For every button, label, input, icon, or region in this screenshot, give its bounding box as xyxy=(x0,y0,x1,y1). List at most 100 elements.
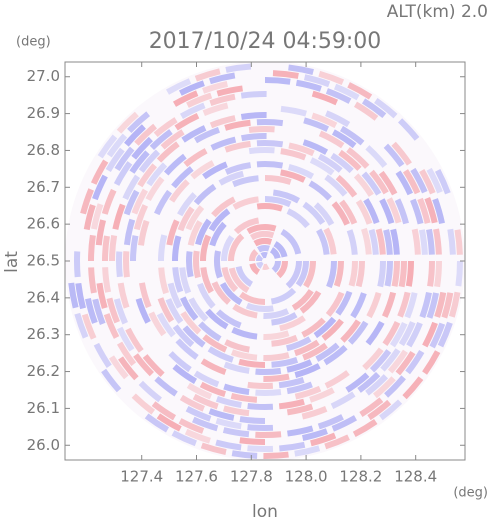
radar-echo xyxy=(223,383,250,396)
radar-echo xyxy=(278,398,305,410)
radar-echo xyxy=(138,149,161,173)
radar-echo xyxy=(88,267,97,294)
radar-echo xyxy=(333,83,360,101)
radar-echo xyxy=(264,196,292,208)
radar-echo xyxy=(318,70,345,85)
y-unit: (deg) xyxy=(16,35,51,50)
radar-echo xyxy=(256,254,264,262)
radar-echo xyxy=(172,266,184,293)
x-unit: (deg) xyxy=(453,486,488,501)
radar-echo xyxy=(352,419,378,438)
radar-echo xyxy=(270,287,297,305)
radar-echo xyxy=(353,173,374,197)
radar-echo xyxy=(239,437,266,445)
radar-echo xyxy=(149,129,173,151)
radar-echo xyxy=(101,368,122,393)
radar-echo xyxy=(249,262,261,275)
y-tick-label: 26.3 xyxy=(27,325,60,343)
radar-echo xyxy=(379,399,403,421)
radar-echo xyxy=(347,320,369,345)
radar-echo xyxy=(95,219,107,246)
radar-echo xyxy=(295,260,309,287)
radar-echo xyxy=(181,125,207,143)
radar-echo xyxy=(255,367,282,375)
radar-echo xyxy=(224,119,251,131)
radar-echo xyxy=(316,228,330,255)
radar-echo xyxy=(426,228,435,255)
radar-echo xyxy=(426,292,439,319)
radar-echo xyxy=(402,376,424,400)
radar-echo xyxy=(232,303,258,319)
radar-echo xyxy=(134,123,157,146)
radar-echo xyxy=(202,161,228,180)
radar-echo xyxy=(74,251,81,278)
radar-echo xyxy=(228,233,245,262)
radar-echo xyxy=(384,260,393,287)
radar-echo xyxy=(186,382,213,400)
radar-echo xyxy=(240,91,267,99)
radar-echo xyxy=(97,134,118,159)
radar-echo xyxy=(441,292,454,319)
radar-echo xyxy=(391,141,412,166)
radar-echo xyxy=(167,282,183,309)
radar-echo xyxy=(240,112,267,120)
radar-echo xyxy=(302,139,329,155)
radar-echo xyxy=(279,441,306,452)
radar-echo xyxy=(148,311,167,337)
radar-echo xyxy=(317,153,343,173)
radar-echo xyxy=(367,399,392,421)
radar-echo xyxy=(285,336,312,352)
radar-echo xyxy=(324,370,350,389)
radar-echo xyxy=(381,291,397,318)
radar-echo xyxy=(178,418,205,434)
radar-echo xyxy=(301,428,328,441)
radar-echo xyxy=(192,416,219,432)
radar-echo xyxy=(144,413,170,433)
radar-echo xyxy=(122,174,141,201)
radar-echo xyxy=(377,260,386,288)
radar-echo xyxy=(230,349,258,361)
radar-echo xyxy=(248,126,275,133)
radar-echo xyxy=(380,348,401,372)
radar-echo xyxy=(361,227,372,255)
radar-echo xyxy=(386,197,402,224)
radar-echo xyxy=(340,319,361,343)
radar-echo xyxy=(257,245,270,253)
radar-echo xyxy=(404,292,418,319)
radar-echo xyxy=(109,234,118,262)
radar-echo xyxy=(271,334,298,347)
radar-echo xyxy=(238,358,266,368)
radar-echo xyxy=(114,146,135,172)
radar-echo xyxy=(447,228,456,255)
radar-echo xyxy=(311,90,338,106)
radar-echo xyxy=(215,395,242,409)
radar-echo xyxy=(137,163,158,188)
radar-echo xyxy=(247,381,274,389)
radar-echo xyxy=(353,101,379,121)
radar-echo xyxy=(207,346,234,363)
radar-echo xyxy=(249,249,259,262)
y-tick-label: 26.0 xyxy=(27,436,60,454)
radar-echo xyxy=(74,312,89,339)
radar-echo xyxy=(419,169,436,195)
radar-echo xyxy=(208,208,231,232)
radar-echo xyxy=(224,140,251,153)
radar-echo xyxy=(108,355,129,380)
radar-echo xyxy=(131,136,153,160)
radar-echo xyxy=(455,260,463,287)
radar-echo xyxy=(228,267,250,294)
radar-echo xyxy=(278,377,305,389)
radar-echo xyxy=(325,291,345,317)
radar-echo xyxy=(384,375,406,398)
radar-echo xyxy=(294,363,321,378)
radar-echo xyxy=(301,317,326,338)
radar-echo xyxy=(321,318,344,341)
y-tick-label: 26.9 xyxy=(27,104,60,122)
radar-echo xyxy=(383,229,393,255)
radar-echo xyxy=(210,136,237,151)
radar-echo xyxy=(116,251,123,278)
radar-echo xyxy=(81,313,97,340)
radar-echo xyxy=(330,391,356,410)
radar-echo xyxy=(263,330,290,340)
radar-echo xyxy=(288,164,315,180)
